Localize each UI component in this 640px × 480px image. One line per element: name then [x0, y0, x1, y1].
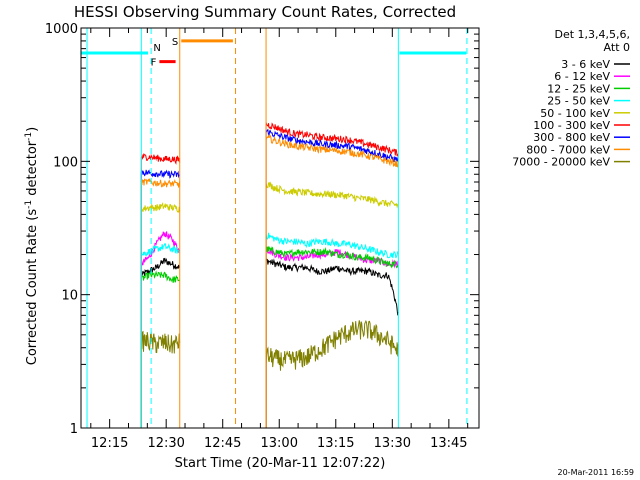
series-25-50-kev-line-1	[140, 242, 181, 258]
series-6-12-kev-line-1	[140, 231, 180, 266]
chart-title: HESSI Observing Summary Count Rates, Cor…	[74, 3, 456, 21]
legend-label-3-6-kev: 3 - 6 keV	[561, 58, 610, 71]
status-label-n: N	[153, 43, 160, 54]
series-3-6-kev-line-1	[140, 257, 180, 277]
legend-label-300-800-kev: 300 - 800 keV	[533, 131, 610, 144]
svg-text:Corrected Count Rate (s-1 dete: Corrected Count Rate (s-1 detector-1)	[24, 127, 40, 365]
y-label-sup-2: -1	[24, 132, 34, 141]
series-7000-20000-kev-line-1	[140, 330, 181, 354]
legend-label-7000-20000-kev: 7000 - 20000 keV	[512, 156, 610, 169]
series-7000-20000-kev-line-2	[265, 319, 399, 371]
y-axis-label: Corrected Count Rate (s-1 detector-1)	[24, 127, 40, 365]
legend-label-50-100-kev: 50 - 100 keV	[540, 107, 610, 120]
series-12-25-kev-line-2	[265, 245, 399, 269]
x-tick-label-1315: 13:15	[317, 436, 354, 451]
y-tick-label-100: 100	[53, 155, 78, 170]
plot-bars: FN S	[81, 37, 467, 69]
status-label-s: S	[172, 37, 178, 48]
series-300-800-kev-line-2	[265, 128, 399, 163]
timestamp: 20-Mar-2011 16:59	[558, 468, 635, 477]
x-tick-label-1345: 13:45	[430, 436, 467, 451]
status-label-f: F	[151, 58, 157, 69]
legend-label-12-25-kev: 12 - 25 keV	[547, 82, 610, 95]
x-tick-label-1300: 13:00	[261, 436, 298, 451]
legend-header-line-2: Att 0	[604, 41, 630, 54]
y-tick-label-10: 10	[61, 289, 78, 304]
series-25-50-kev-line-2	[265, 232, 399, 259]
series-50-100-kev-line-2	[265, 181, 399, 209]
series-100-300-kev-line-1	[140, 153, 181, 165]
series-3-6-kev-line-2	[265, 258, 399, 316]
series-12-25-kev-line-1	[140, 270, 180, 284]
legend-label-25-50-kev: 25 - 50 keV	[547, 95, 610, 108]
legend-label-800-7000-kev: 800 - 7000 keV	[526, 143, 610, 156]
y-label-part-2: detector	[25, 140, 40, 200]
legend-label-100-300-kev: 100 - 300 keV	[533, 119, 610, 132]
x-axis-label: Start Time (20-Mar-11 12:07:22)	[175, 456, 386, 471]
legend-label-6-12-kev: 6 - 12 keV	[554, 70, 610, 83]
x-tick-label-1230: 12:30	[147, 436, 184, 451]
series-800-7000-kev-line-1	[140, 178, 181, 188]
plot-markers	[86, 28, 468, 428]
axes: 1 10 100 1000 12:15 12:30 12:45 13:00 13:15 13:30…	[45, 22, 480, 451]
y-tick-label-1000: 1000	[45, 22, 78, 37]
series-300-800-kev-line-1	[140, 169, 181, 179]
x-tick-label-1245: 12:45	[204, 436, 241, 451]
y-label-sup-1: -1	[24, 200, 34, 209]
legend-header-line-1: Det 1,3,4,5,6,	[554, 28, 630, 41]
y-label-part-1: Corrected Count Rate (s	[25, 209, 40, 366]
y-label-part-3: )	[25, 127, 40, 132]
series-800-7000-kev-line-2	[265, 133, 399, 168]
x-tick-label-1215: 12:15	[91, 436, 128, 451]
y-tick-label-1: 1	[70, 422, 78, 437]
x-tick-label-1330: 13:30	[374, 436, 411, 451]
series-50-100-kev-line-1	[140, 202, 181, 213]
plot-frame	[80, 27, 480, 429]
series-100-300-kev-line-2	[265, 122, 399, 157]
